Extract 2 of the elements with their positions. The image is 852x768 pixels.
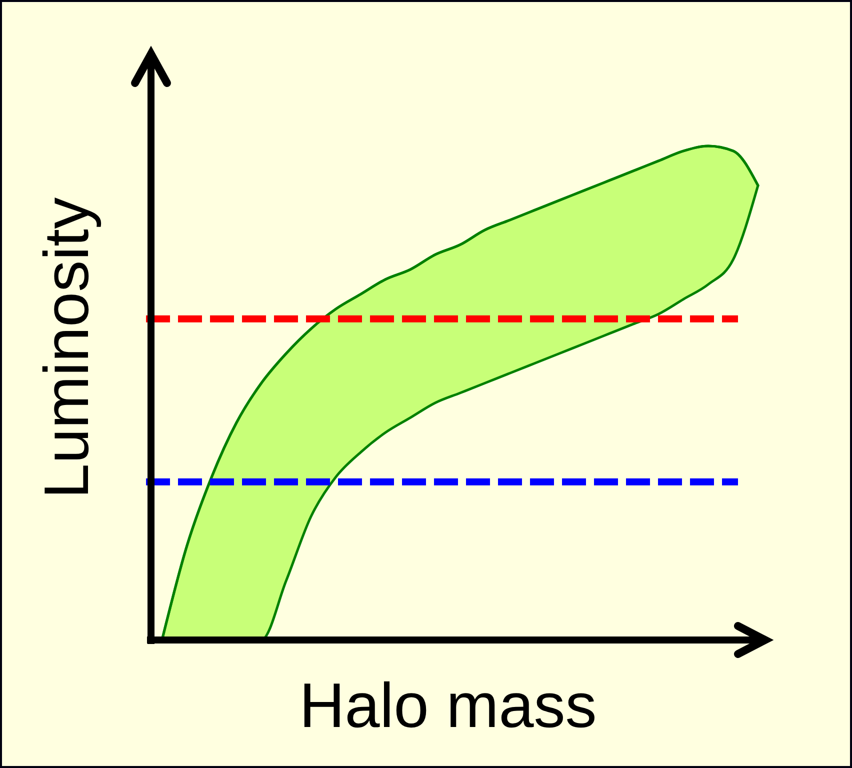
y-axis-title: Luminosity xyxy=(32,196,102,499)
x-axis-title: Halo mass xyxy=(299,671,597,741)
